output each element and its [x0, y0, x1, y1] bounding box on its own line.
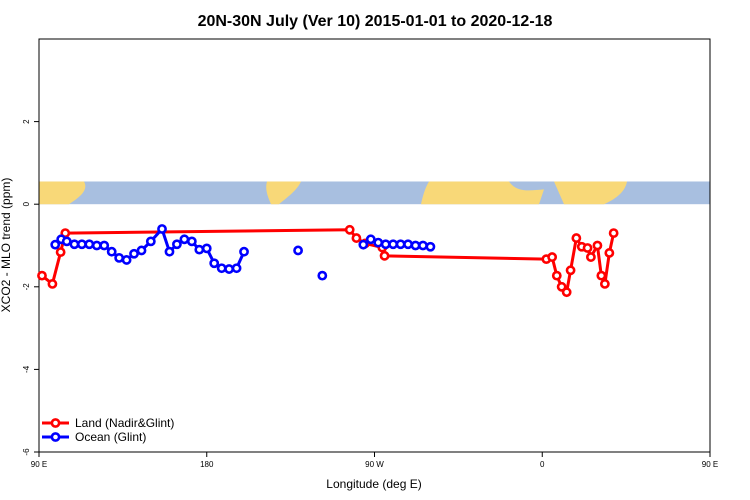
- data-point-ocean: [136, 245, 147, 256]
- map-strip-land-india: [554, 181, 627, 205]
- data-point-ocean: [425, 241, 436, 252]
- data-point-land: [344, 224, 355, 235]
- data-point-land: [604, 248, 615, 258]
- data-point-land: [596, 270, 607, 281]
- x-tick-label: 90 E: [31, 460, 47, 469]
- series-layer: [37, 224, 619, 298]
- legend-marker: [50, 418, 61, 428]
- map-strip-land-asia-west: [39, 181, 86, 205]
- data-point-ocean: [317, 270, 328, 281]
- data-point-land: [351, 233, 362, 243]
- x-tick-label: 90 W: [365, 460, 384, 469]
- data-point-ocean: [365, 234, 376, 245]
- map-strip-land-america: [266, 181, 301, 205]
- data-point-ocean: [293, 245, 303, 256]
- data-point-ocean: [194, 244, 205, 255]
- data-point-ocean: [129, 248, 139, 259]
- data-point-ocean: [418, 240, 428, 251]
- data-point-ocean: [388, 239, 399, 250]
- y-axis: -6 -4 -2 0 2: [22, 119, 39, 456]
- chart-title: 20N-30N July (Ver 10) 2015-01-01 to 2020…: [198, 13, 553, 30]
- data-point-ocean: [99, 240, 110, 251]
- data-point-ocean: [373, 237, 384, 248]
- data-point-land: [47, 279, 58, 289]
- data-point-land: [592, 240, 603, 251]
- data-point-ocean: [239, 246, 249, 257]
- data-point-ocean: [216, 263, 227, 274]
- data-point-ocean: [106, 246, 117, 257]
- data-point-ocean: [231, 263, 242, 274]
- data-point-ocean: [186, 236, 197, 247]
- legend: Land (Nadir&Glint)Ocean (Glint): [42, 416, 174, 444]
- legend-label: Land (Nadir&Glint): [75, 416, 174, 430]
- data-point-ocean: [50, 239, 61, 250]
- data-point-ocean: [121, 255, 132, 265]
- data-point-ocean: [76, 239, 87, 250]
- data-point-land: [547, 252, 558, 262]
- data-point-ocean: [403, 239, 413, 250]
- data-point-ocean: [91, 240, 102, 251]
- y-tick-label: -4: [22, 365, 31, 373]
- data-point-ocean: [172, 239, 182, 250]
- data-point-land: [585, 252, 596, 262]
- data-point-ocean: [358, 239, 369, 250]
- data-point-land: [608, 228, 619, 239]
- data-point-land: [565, 265, 576, 276]
- plot-area: [39, 181, 710, 205]
- y-tick-label: 2: [22, 119, 31, 124]
- data-point-ocean: [69, 239, 80, 250]
- y-tick-label: -6: [22, 448, 31, 456]
- y-tick-label: -2: [22, 283, 31, 291]
- legend-label: Ocean (Glint): [75, 430, 146, 444]
- data-point-ocean: [179, 234, 190, 245]
- data-point-land: [561, 287, 572, 298]
- data-point-land: [37, 270, 47, 281]
- data-point-ocean: [224, 264, 235, 274]
- data-point-ocean: [157, 224, 167, 234]
- x-axis-label: Longitude (deg E): [326, 477, 421, 491]
- x-tick-label: 0: [540, 460, 545, 469]
- data-point-land: [379, 250, 390, 261]
- x-tick-label: 180: [200, 460, 214, 469]
- data-point-land: [551, 270, 562, 281]
- data-point-ocean: [410, 240, 421, 251]
- data-point-ocean: [84, 239, 95, 250]
- data-point-ocean: [201, 243, 212, 254]
- data-point-ocean: [164, 246, 175, 257]
- map-strip-land-africa-arabia: [421, 181, 544, 205]
- data-point-ocean: [209, 258, 220, 269]
- data-point-ocean: [145, 236, 156, 247]
- y-tick-label: 0: [22, 201, 31, 206]
- data-point-land: [582, 243, 593, 253]
- y-axis-label: XCO2 - MLO trend (ppm): [0, 178, 13, 313]
- data-point-land: [599, 279, 610, 289]
- data-point-ocean: [61, 236, 72, 247]
- map-strip-ocean: [39, 181, 710, 205]
- data-point-ocean: [380, 239, 391, 250]
- data-point-ocean: [395, 239, 406, 250]
- data-point-ocean: [114, 252, 125, 263]
- data-point-land: [571, 233, 582, 243]
- series-line-land: [41, 228, 616, 294]
- legend-marker: [50, 432, 61, 442]
- data-point-land: [55, 247, 66, 258]
- x-tick-label: 90 E: [702, 460, 718, 469]
- x-axis: 90 E 180 90 W 0 90 E: [31, 452, 718, 469]
